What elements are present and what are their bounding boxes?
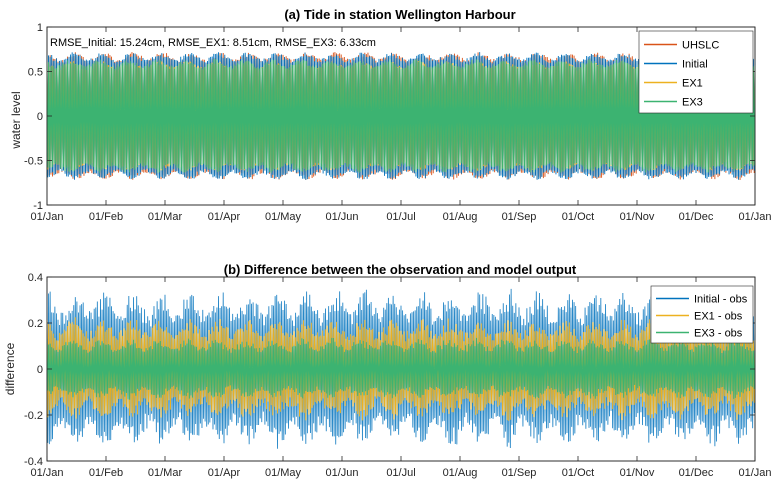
x-tick-label: 01/Jan (30, 467, 63, 479)
x-tick-label: 01/Mar (148, 211, 183, 223)
x-tick-label: 01/Oct (562, 467, 594, 479)
x-tick-label: 01/Sep (502, 211, 537, 223)
panel-a-ylabel: water level (9, 91, 23, 149)
y-tick-label: 0.4 (28, 272, 43, 284)
rmse-annotation: RMSE_Initial: 15.24cm, RMSE_EX1: 8.51cm,… (50, 37, 376, 49)
series-line-ex3 (46, 59, 756, 173)
legend-label: EX1 (682, 78, 703, 90)
panel-b: (b) Difference between the observation a… (3, 262, 772, 479)
x-tick-label: 01/Jul (386, 467, 415, 479)
y-tick-label: -0.2 (24, 410, 43, 422)
x-tick-label: 01/Apr (208, 467, 241, 479)
y-tick-label: -1 (33, 200, 43, 212)
series-line-initial-obs (46, 288, 756, 449)
legend-label: EX1 - obs (694, 311, 743, 323)
x-tick-label: 01/Apr (208, 211, 241, 223)
x-tick-label: 01/Oct (562, 211, 594, 223)
y-tick-label: -0.4 (24, 456, 43, 468)
panel-b-axes-border (46, 276, 756, 462)
panel-b-legend: Initial - obs EX1 - obs EX3 - obs (650, 285, 754, 344)
panel-a-title: (a) Tide in station Wellington Harbour (284, 7, 515, 22)
series-line-initial (46, 52, 756, 180)
x-tick-label: 01/Jun (325, 211, 358, 223)
y-tick-label: 0.2 (28, 318, 43, 330)
panel-b-x-ticks: 01/Jan 01/Feb 01/Mar 01/Apr 01/May 01/Jun 01/J… (30, 277, 772, 479)
y-tick-label: 0.5 (28, 67, 43, 79)
x-tick-label: 01/Jul (386, 211, 415, 223)
legend-box (650, 285, 754, 344)
y-tick-label: 0 (37, 364, 43, 376)
legend-label: Initial (682, 59, 708, 71)
x-tick-label: 01/Jan (738, 211, 771, 223)
x-tick-label: 01/Sep (502, 467, 537, 479)
legend-label: EX3 - obs (694, 328, 743, 340)
panel-a-series-group (46, 52, 756, 180)
legend-label: Initial - obs (694, 294, 748, 306)
y-tick-label: -0.5 (24, 156, 43, 168)
x-tick-label: 01/Nov (620, 211, 655, 223)
legend-label: EX3 (682, 97, 703, 109)
x-tick-label: 01/Aug (443, 467, 478, 479)
panel-a: (a) Tide in station Wellington Harbour w… (9, 7, 772, 223)
x-tick-label: 01/Mar (148, 467, 183, 479)
x-tick-label: 01/May (265, 211, 302, 223)
x-tick-label: 01/Dec (679, 467, 714, 479)
legend-label: UHSLC (682, 40, 719, 52)
panel-b-y-ticks: -0.4 -0.2 0 0.2 0.4 (24, 272, 755, 468)
series-line-ex3-obs (46, 337, 756, 400)
x-tick-label: 01/May (265, 467, 302, 479)
x-tick-label: 01/Dec (679, 211, 714, 223)
x-tick-label: 01/Nov (620, 467, 655, 479)
panel-b-ylabel: difference (3, 342, 17, 395)
panel-b-title: (b) Difference between the observation a… (224, 262, 577, 277)
panel-a-legend: UHSLC Initial EX1 EX3 (638, 30, 754, 114)
panel-b-series-group (46, 288, 756, 449)
y-tick-label: 1 (37, 22, 43, 34)
x-tick-label: 01/Jun (325, 467, 358, 479)
x-tick-label: 01/Feb (89, 211, 123, 223)
panel-a-x-ticks: 01/Jan 01/Feb 01/Mar 01/Apr 01/May 01/Jun 01/J… (30, 27, 772, 223)
x-tick-label: 01/Jan (30, 211, 63, 223)
x-tick-label: 01/Jan (738, 467, 771, 479)
y-tick-label: 0 (37, 111, 43, 123)
series-line-ex1-obs (46, 317, 756, 421)
x-tick-label: 01/Aug (443, 211, 478, 223)
panel-a-axes-border (46, 26, 756, 206)
x-tick-label: 01/Feb (89, 467, 123, 479)
